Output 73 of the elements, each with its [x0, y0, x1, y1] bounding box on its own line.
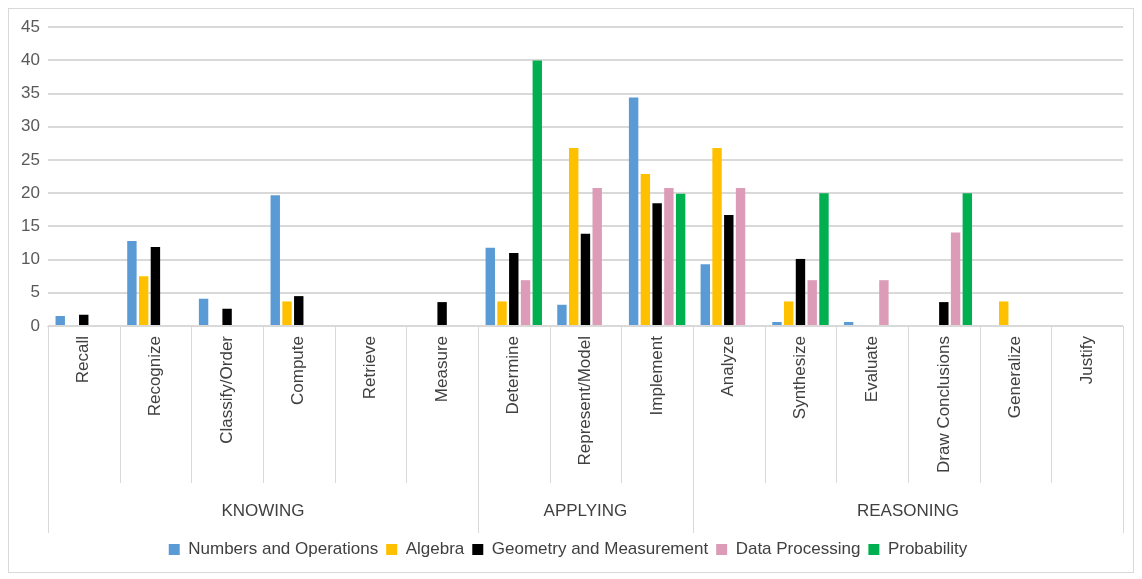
x-tick-label: Compute — [288, 336, 308, 405]
bar — [724, 215, 734, 325]
text: KNOWING — [221, 500, 305, 520]
x-tick-label: Represent/Model — [575, 336, 595, 466]
bar — [640, 173, 651, 325]
legend-label: Geometry and Measurement — [491, 539, 709, 559]
x-tick-label: Synthesize — [790, 336, 810, 420]
y-tick-label: 35 — [20, 83, 40, 103]
bar — [569, 148, 579, 325]
x-tick-label: Analyze — [718, 336, 738, 397]
x-tick-label: Evaluate — [861, 336, 881, 403]
bar — [712, 148, 722, 325]
y-tick-label: 30 — [20, 116, 40, 136]
y-tick-label: 45 — [20, 16, 40, 36]
bar — [150, 246, 161, 325]
bar — [950, 232, 961, 325]
x-tick-label: Retrieve — [360, 336, 380, 400]
x-tick-label: Justify — [1076, 335, 1096, 385]
bar — [509, 252, 519, 325]
bar — [772, 322, 782, 325]
bar — [962, 193, 973, 325]
x-tick-label: Measure — [431, 336, 451, 403]
x-tick-label: Recall — [73, 336, 93, 384]
bar — [222, 308, 232, 325]
bar — [294, 296, 304, 325]
text: APPLYING — [543, 500, 628, 520]
legend-label: Algebra — [405, 539, 465, 559]
bar — [807, 280, 817, 325]
y-tick-label: 5 — [30, 282, 40, 302]
bar — [127, 241, 137, 325]
y-tick-label: 10 — [20, 249, 40, 269]
bar — [55, 316, 65, 325]
bar — [652, 203, 662, 325]
bar — [532, 60, 542, 325]
x-tick-label: Classify/Order — [216, 335, 236, 444]
bar — [282, 301, 292, 325]
bar — [270, 195, 280, 325]
legend-label: Probability — [887, 539, 968, 559]
x-tick-label: Draw Conclusions — [933, 336, 953, 473]
bar — [735, 187, 746, 325]
bar — [437, 302, 447, 325]
bar — [485, 247, 495, 325]
bar — [557, 304, 567, 325]
x-tick-label: Generalize — [1005, 336, 1025, 419]
text: REASONING — [856, 500, 959, 520]
x-tick-label: Recognize — [145, 336, 165, 417]
bar — [497, 301, 507, 325]
bar — [879, 280, 889, 325]
bar — [999, 301, 1009, 325]
y-tick-label: 20 — [20, 182, 40, 202]
x-tick-label: Determine — [503, 336, 523, 415]
bar — [843, 322, 854, 325]
y-tick-label: 15 — [20, 216, 40, 236]
y-tick-label: 0 — [30, 315, 40, 335]
bar — [795, 258, 806, 325]
bar — [198, 298, 209, 325]
y-tick-label: 40 — [20, 50, 40, 70]
bar — [700, 264, 710, 325]
bar — [819, 193, 829, 325]
bar — [138, 276, 149, 325]
bar — [79, 314, 89, 325]
bar — [628, 97, 639, 325]
legend-label: Data Processing — [735, 539, 861, 559]
legend-label: Numbers and Operations — [188, 539, 379, 559]
bar — [939, 302, 949, 325]
bar — [580, 233, 591, 325]
bar — [675, 193, 686, 325]
bar — [784, 301, 794, 325]
bar — [664, 187, 674, 325]
y-tick-label: 25 — [20, 149, 40, 169]
x-tick-label: Implement — [646, 335, 666, 416]
bar — [520, 280, 531, 325]
bar — [592, 187, 602, 325]
